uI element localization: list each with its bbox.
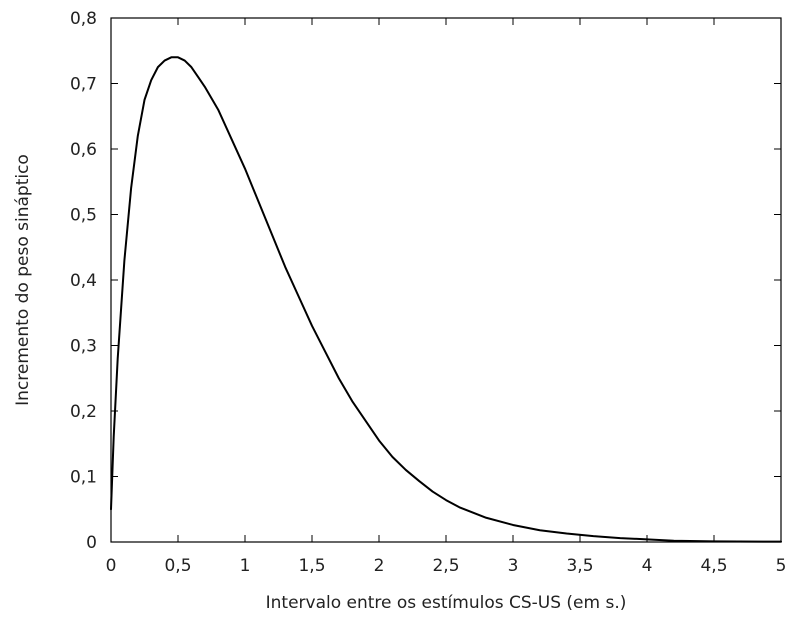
y-tick-label: 0,3	[70, 337, 97, 357]
y-tick-label: 0,2	[70, 402, 97, 422]
y-axis-title: Incremento do peso sináptico	[13, 154, 33, 406]
x-tick-label: 5	[776, 556, 787, 576]
y-tick-label: 0	[86, 533, 97, 553]
series-line	[110, 56, 782, 543]
x-tick-label: 4,5	[700, 556, 727, 576]
x-tick-label: 0,5	[164, 556, 191, 576]
y-tick-label: 0,1	[70, 468, 97, 488]
x-tick-label: 2,5	[432, 556, 459, 576]
x-tick-label: 1,5	[298, 556, 325, 576]
x-tick-label: 1	[240, 556, 251, 576]
x-tick-label: 3,5	[566, 556, 593, 576]
y-tick-label: 0,4	[70, 271, 97, 291]
y-axis-ticks: 0 0,1 0,2 0,3 0,4 0,5 0,6 0,7 0,8	[70, 9, 781, 553]
x-axis-ticks: 0 0,5 1 1,5 2 2,5 3 3,5 4 4,5 5	[106, 18, 787, 576]
y-tick-label: 0,7	[70, 75, 97, 95]
x-tick-label: 0	[106, 556, 117, 576]
x-tick-label: 3	[508, 556, 519, 576]
x-axis-title: Intervalo entre os estímulos CS-US (em s…	[266, 593, 627, 613]
series-group	[110, 56, 782, 543]
x-tick-label: 4	[642, 556, 653, 576]
y-tick-label: 0,5	[70, 206, 97, 226]
y-tick-label: 0,8	[70, 9, 97, 29]
y-tick-label: 0,6	[70, 140, 97, 160]
x-tick-label: 2	[374, 556, 385, 576]
